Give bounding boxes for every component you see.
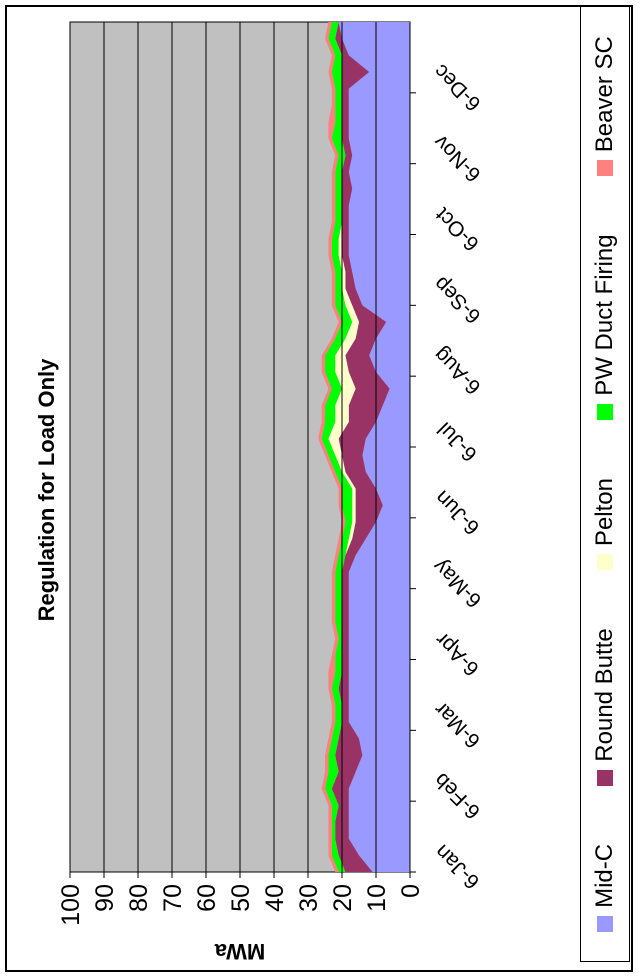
y-tick-label: 0 (397, 884, 425, 898)
area-series-pelton (328, 22, 359, 872)
legend-label: Round Butte (591, 628, 618, 762)
legend-item: Mid-C (591, 844, 619, 932)
y-tick-label: 90 (91, 884, 119, 912)
x-tick-label: 6-Oct (431, 203, 484, 256)
y-tick-label: 40 (261, 884, 289, 912)
x-tick-label: 6-Feb (430, 768, 485, 823)
legend-item: Pelton (591, 478, 619, 571)
chart-frame (5, 5, 633, 972)
legend-item: Beaver SC (591, 36, 619, 177)
x-tick-label: 6-Aug (429, 343, 485, 399)
y-tick-label: 60 (193, 884, 221, 912)
y-tick-label: 100 (57, 884, 85, 926)
y-tick-label: 50 (227, 884, 255, 912)
legend-swatch (597, 769, 613, 786)
x-tick-label: 6-Mar (430, 697, 485, 752)
y-tick-label: 10 (363, 884, 391, 912)
legend-item: Round Butte (591, 628, 619, 786)
area-series-beaver-sc (318, 22, 346, 872)
legend-swatch (597, 160, 613, 177)
x-tick-label: 6-Apr (431, 628, 484, 681)
area-series-round-butte (331, 22, 390, 872)
legend-swatch (597, 915, 613, 932)
x-tick-label: 6-Dec (429, 59, 485, 115)
x-tick-label: 6-Jul (433, 417, 481, 465)
x-tick-label: 6-Sep (429, 272, 485, 328)
y-tick-label: 80 (125, 884, 153, 912)
legend: Mid-C Round Butte Pelton PW Duct Firing Beav… (580, 6, 630, 962)
legend-label: Beaver SC (591, 36, 618, 153)
legend-swatch (597, 403, 613, 420)
y-tick-label: 30 (295, 884, 323, 912)
legend-label: Pelton (591, 478, 618, 547)
legend-label: Mid-C (591, 843, 618, 908)
area-series-pw-duct-firing (321, 22, 353, 872)
x-tick-label: 6-Jan (431, 840, 484, 893)
x-tick-label: 6-May (428, 554, 486, 612)
y-tick-label: 70 (159, 884, 187, 912)
legend-label: PW Duct Firing (591, 234, 618, 396)
legend-swatch (597, 554, 613, 571)
y-tick-label: 20 (329, 884, 357, 912)
x-tick-label: 6-Jun (431, 486, 484, 539)
area-series-mid-c (338, 22, 410, 872)
legend-item: PW Duct Firing (591, 234, 619, 420)
y-axis-title: MWa (214, 939, 265, 964)
x-tick-label: 6-Nov (429, 130, 485, 186)
